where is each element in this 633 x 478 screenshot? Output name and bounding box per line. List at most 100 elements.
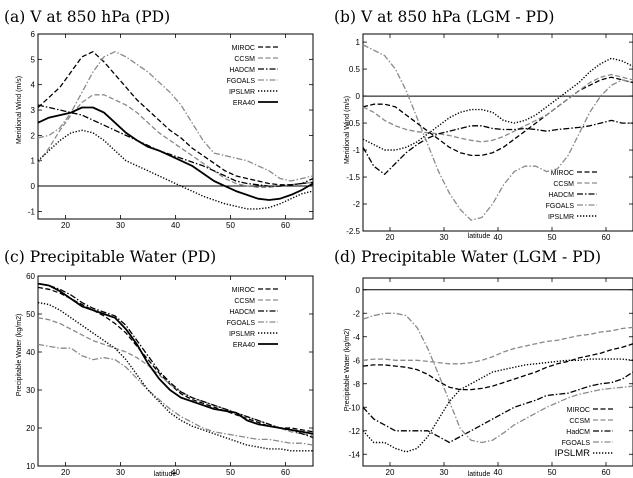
panel-c-xlabel: latitude — [154, 471, 177, 478]
panel-c-ylabel: Precipitable Water (kg/m2) — [16, 314, 23, 397]
panel-d-xtick-label: 20 — [386, 468, 395, 477]
panel-a-xtick-label: 60 — [281, 221, 290, 230]
panel-c-series-ipslmr — [37, 301, 313, 452]
panel-d-xtick-label: 30 — [440, 468, 449, 477]
panel-b-legend-label: FGOALS — [546, 203, 575, 210]
panel-d-series-miroc — [362, 343, 633, 391]
panel-b-ytick-label: -1.5 — [346, 173, 360, 182]
panel-b-legend-label: IPSLMR — [548, 214, 574, 221]
panel-c-ytick-label: 10 — [26, 462, 35, 471]
panel-a-series-era40 — [37, 106, 314, 201]
panel-d-xtick-label: 60 — [602, 468, 611, 477]
panel-c-xtick-label: 50 — [226, 468, 235, 477]
panel-c-xtick-label: 30 — [116, 468, 125, 477]
panel-a-series-ipslmr — [37, 129, 314, 210]
panel-b-series-hadcm — [362, 119, 633, 175]
panel-b-ytick-label: 1 — [356, 38, 361, 47]
panel-a-ytick-label: 3 — [31, 106, 36, 115]
panel-d-ytick-label: 0 — [356, 286, 361, 295]
panel-b-legend-label: CCSM — [553, 181, 574, 188]
panel-c-series-ccsm — [37, 317, 314, 437]
panel-b-ylabel: Meridional Wind (m/s) — [344, 96, 351, 164]
panel-c-legend-label: CCSM — [234, 298, 255, 305]
panel-d-ytick-label: -4 — [353, 333, 361, 342]
panel-c-ytick-label: 60 — [26, 272, 35, 281]
panel-b-xtick-label: 30 — [440, 233, 449, 242]
panel-a-title: (a) V at 850 hPa (PD) — [4, 8, 170, 26]
panel-a-ytick-label: 0 — [31, 182, 36, 191]
panel-b-ytick-label: -0.5 — [346, 119, 360, 128]
panel-c-xtick-label: 40 — [171, 468, 180, 477]
panel-a-xtick-label: 20 — [61, 221, 70, 230]
panel-d-frame — [362, 277, 633, 467]
panel-c-legend-label: IPSLMR — [229, 331, 255, 338]
panel-a-legend-label: HADCM — [229, 67, 255, 74]
panel-c-legend-label: MIROC — [232, 287, 255, 294]
panel-d-xtick-label: 40 — [494, 468, 503, 477]
panel-c-xtick-label: 60 — [281, 468, 290, 477]
panel-b-legend-label: HADCM — [548, 192, 574, 199]
panel-b-series-ipslmr — [362, 57, 633, 151]
panel-a-series-fgoals — [37, 51, 314, 182]
panel-c-legend-label: HADCM — [229, 309, 255, 316]
panel-a-legend-label: IPSLMR — [229, 89, 255, 96]
panel-b: (b) V at 850 hPa (LGM - PD) Meridional W… — [334, 8, 633, 242]
panel-a-legend-label: CCSM — [234, 56, 255, 63]
panel-b-series-fgoals — [362, 44, 633, 221]
panel-c-ytick-label: 40 — [26, 348, 35, 357]
panel-b-xlabel: latitude — [468, 233, 491, 240]
panel-a-xtick-label: 40 — [171, 221, 180, 230]
panel-c-series-era40 — [37, 282, 314, 435]
panel-d-xlabel: latitude — [468, 471, 491, 478]
panel-a-ytick-label: 2 — [31, 131, 36, 140]
panel-d-xtick-label: 50 — [548, 468, 557, 477]
panel-d-legend-label: CCSM — [569, 418, 590, 425]
panel-b-series-ccsm — [362, 73, 633, 143]
panel-a-ytick-label: 5 — [31, 55, 36, 64]
panel-d-ytick-label: -2 — [353, 309, 361, 318]
panel-b-legend-label: MIROC — [551, 170, 574, 177]
panel-d-ytick-label: -14 — [348, 450, 360, 459]
panel-c-series-miroc — [37, 286, 314, 433]
panel-b-title: (b) V at 850 hPa (LGM - PD) — [334, 8, 554, 26]
panel-b-ytick-label: -1 — [353, 146, 361, 155]
panel-a-xtick-label: 30 — [116, 221, 125, 230]
panel-b-xtick-label: 40 — [494, 233, 503, 242]
panel-c-xtick-label: 20 — [61, 468, 70, 477]
panel-a-legend-label: ERA40 — [233, 100, 255, 107]
panel-d-ytick-label: -10 — [348, 403, 360, 412]
panel-d-series-fgoals — [362, 312, 633, 444]
panel-d-ytick-label: -8 — [353, 380, 361, 389]
panel-a-legend-label: MIROC — [232, 45, 255, 52]
panel-c-legend-label: ERA40 — [233, 342, 255, 349]
panel-d: (d) Precipitable Water (LGM - PD) Precip… — [334, 248, 633, 478]
panel-a-ytick-label: 1 — [31, 157, 36, 166]
panel-d-legend-label: MIROC — [567, 407, 590, 414]
panel-c-ytick-label: 20 — [26, 424, 35, 433]
panel-b-frame — [362, 33, 633, 232]
panel-b-ytick-label: -2 — [353, 200, 361, 209]
panel-a-ytick-label: -1 — [28, 207, 36, 216]
panel-a-ytick-label: 6 — [31, 30, 36, 39]
panel-b-ytick-label: 0 — [356, 92, 361, 101]
panel-b-xtick-label: 50 — [548, 233, 557, 242]
panel-a: (a) V at 850 hPa (PD) Meridional Wind (m… — [4, 8, 314, 230]
panel-b-ytick-label: 0.5 — [349, 65, 361, 74]
panel-d-legend-label: FGOALS — [562, 440, 591, 447]
panel-d-ytick-label: -12 — [348, 427, 360, 436]
panel-c-ytick-label: 50 — [26, 310, 35, 319]
panel-d-series-ipslmr — [362, 358, 633, 453]
panel-a-series-hadcm — [37, 104, 314, 187]
panel-d-series-hadcm — [362, 371, 633, 444]
panel-d-ytick-label: -6 — [353, 356, 361, 365]
panel-a-ylabel: Meridional Wind (m/s) — [16, 76, 23, 144]
panel-a-series-miroc — [37, 51, 314, 186]
panel-a-series-ccsm — [37, 94, 314, 188]
panel-c-legend-label: FGOALS — [227, 320, 256, 327]
panel-b-xtick-label: 20 — [386, 233, 395, 242]
panel-c-series-fgoals — [37, 343, 314, 446]
panel-c-title: (c) Precipitable Water (PD) — [4, 248, 216, 266]
panel-c: (c) Precipitable Water (PD) Precipitable… — [4, 248, 314, 478]
panel-d-legend-label: IPSLMR — [555, 448, 591, 459]
